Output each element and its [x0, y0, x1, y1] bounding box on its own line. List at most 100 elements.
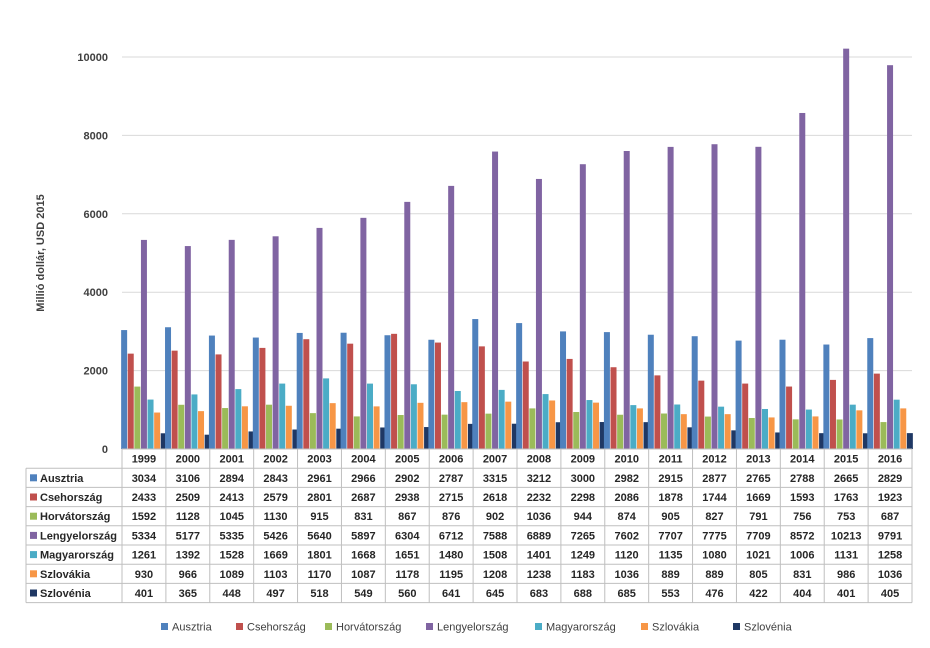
bar — [724, 414, 731, 449]
data-label: 827 — [705, 511, 723, 523]
bar — [555, 422, 562, 449]
bar — [373, 406, 380, 449]
legend-item: Ausztria — [161, 622, 213, 634]
legend-swatch — [325, 623, 332, 630]
data-label: 404 — [793, 588, 812, 600]
bar — [761, 408, 768, 449]
y-tick-label: 2000 — [84, 366, 108, 378]
data-label: 7602 — [614, 530, 638, 542]
bar — [259, 347, 266, 449]
data-label: 1669 — [746, 492, 770, 504]
bar — [215, 354, 222, 449]
data-label: 365 — [179, 588, 197, 600]
bar — [687, 427, 694, 449]
bar — [178, 404, 185, 449]
bar — [266, 404, 273, 449]
bar — [718, 406, 725, 449]
legend-swatch — [535, 623, 542, 630]
data-label: 8572 — [790, 530, 814, 542]
data-label: 7709 — [746, 530, 770, 542]
data-label: 1801 — [307, 550, 331, 562]
legend-label: Horvátország — [336, 622, 401, 634]
data-label: 6889 — [527, 530, 551, 542]
data-label: 1021 — [746, 550, 770, 562]
data-label: 1128 — [176, 511, 200, 523]
data-label: 2966 — [351, 473, 375, 485]
data-label: 3106 — [176, 473, 200, 485]
data-label: 944 — [574, 511, 593, 523]
x-tick-label: 2004 — [351, 454, 376, 466]
bar — [397, 415, 404, 449]
bar — [165, 327, 172, 449]
bar — [228, 239, 235, 449]
data-label: 1592 — [132, 511, 156, 523]
bar — [424, 427, 431, 449]
data-label: 986 — [837, 569, 855, 581]
bar — [391, 333, 398, 449]
data-label: 2433 — [132, 492, 156, 504]
data-label: 1045 — [219, 511, 243, 523]
bar — [823, 344, 830, 449]
legend-label: Magyarország — [546, 622, 616, 634]
legend-swatch — [426, 623, 433, 630]
data-label: 2801 — [307, 492, 331, 504]
data-label: 497 — [266, 588, 284, 600]
bar — [340, 332, 347, 449]
bar — [417, 402, 424, 449]
data-label: 401 — [837, 588, 855, 600]
bar — [647, 334, 654, 449]
data-label: 1878 — [658, 492, 682, 504]
data-label: 683 — [530, 588, 548, 600]
bar — [667, 146, 674, 449]
data-label: 905 — [661, 511, 679, 523]
table-series-name: Lengyelország — [40, 530, 117, 542]
bar — [127, 353, 134, 449]
bar — [529, 408, 536, 449]
table-series-swatch — [30, 474, 37, 482]
data-label: 2982 — [614, 473, 638, 485]
bar — [900, 408, 907, 449]
table-series-name: Szlovákia — [40, 569, 91, 581]
data-label: 518 — [310, 588, 328, 600]
bar — [366, 383, 373, 449]
bar — [380, 427, 387, 449]
data-label: 831 — [793, 569, 811, 581]
data-label: 1170 — [308, 569, 332, 581]
data-label: 422 — [749, 588, 767, 600]
bar — [472, 319, 479, 449]
bar — [309, 413, 316, 449]
data-label: 2232 — [527, 492, 551, 504]
legend-label: Szlovákia — [652, 622, 700, 634]
data-label: 553 — [661, 588, 679, 600]
data-label: 2938 — [395, 492, 419, 504]
data-label: 1744 — [702, 492, 727, 504]
data-label: 3315 — [483, 473, 507, 485]
data-label: 1480 — [439, 550, 463, 562]
data-label: 5177 — [176, 530, 200, 542]
data-label: 2765 — [746, 473, 770, 485]
bar — [505, 401, 512, 449]
bar — [147, 399, 154, 449]
bar — [654, 375, 661, 449]
y-tick-label: 4000 — [84, 287, 108, 299]
data-label: 2877 — [702, 473, 726, 485]
data-label: 1120 — [615, 550, 639, 562]
data-label: 1238 — [527, 569, 551, 581]
x-tick-label: 2013 — [746, 454, 770, 466]
data-label: 645 — [486, 588, 504, 600]
bar — [674, 404, 681, 449]
bar — [799, 112, 806, 449]
bar — [617, 414, 624, 449]
bar — [522, 361, 529, 449]
bar — [347, 343, 354, 449]
data-label: 405 — [881, 588, 899, 600]
bar — [511, 423, 518, 449]
data-label: 6304 — [395, 530, 420, 542]
data-label: 1036 — [878, 569, 902, 581]
bar — [448, 185, 455, 449]
bar — [336, 428, 343, 449]
bar — [461, 402, 468, 449]
bar — [191, 394, 198, 449]
x-tick-label: 2000 — [176, 454, 200, 466]
table-series-name: Horvátország — [40, 511, 110, 523]
